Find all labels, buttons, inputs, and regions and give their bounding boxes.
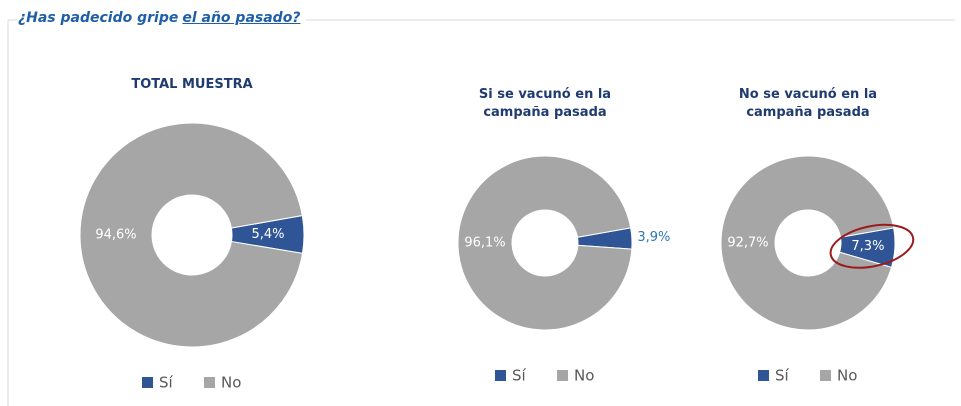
chart-title: Si se vacunó en la campaña pasada [478,87,612,120]
legend-swatch [204,377,215,388]
legend-swatch [557,370,568,381]
chart-title: No se vacunó en la campaña pasada [738,87,878,120]
legend-label: Sí [775,367,790,385]
data-label: 5,4% [251,227,284,242]
legend-swatch [820,370,831,381]
data-label: 7,3% [851,239,884,254]
annotation-circle [829,223,915,269]
legend-label: No [574,367,594,385]
chart-title: TOTAL MUESTRA [131,77,253,92]
legend-label: Sí [512,367,527,385]
legend-swatch [495,370,506,381]
legend-swatch [142,377,153,388]
data-label: 96,1% [464,236,505,251]
data-label: 3,9% [637,230,670,245]
legend-label: No [221,374,241,392]
header-title: ¿Has padecido gripe el año pasado? [18,10,307,26]
data-label: 92,7% [727,236,768,251]
data-label: 94,6% [95,228,136,243]
legend-swatch [758,370,769,381]
slice [79,122,304,348]
slice [720,155,895,331]
legend-label: No [837,367,857,385]
legend-label: Sí [159,374,174,392]
slice [457,155,633,331]
title-text: ¿Has padecido gripe [18,10,179,26]
title-underlined: el año pasado? [182,10,301,26]
